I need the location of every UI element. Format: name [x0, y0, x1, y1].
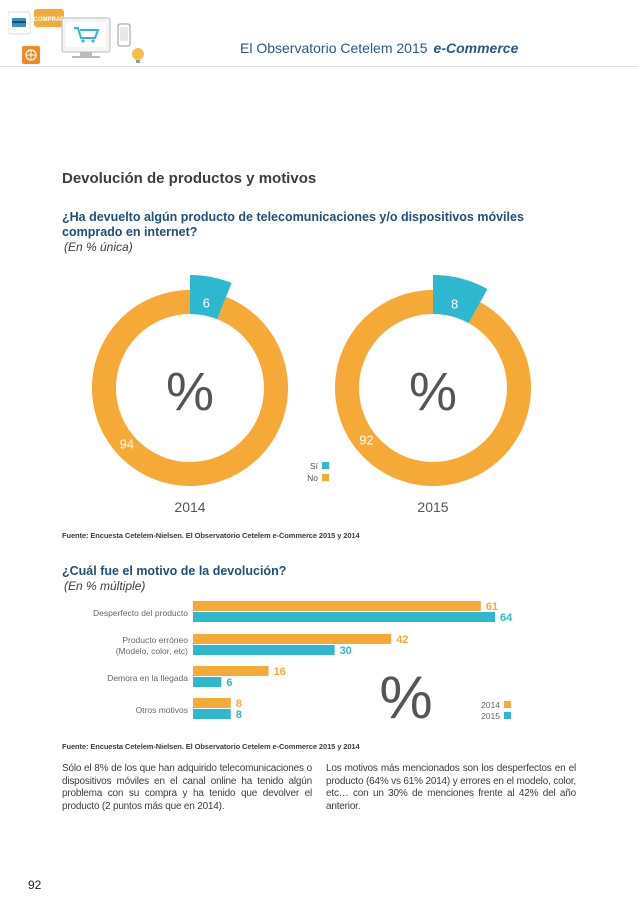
donut-2015-label-yes: 8	[451, 297, 458, 312]
source-note-1: Fuente: Encuesta Cetelem-Nielsen. El Obs…	[62, 531, 360, 540]
donut-charts: 6 94% 2014 8 92% 2015 Sí No	[92, 275, 531, 515]
legend-swatch-yes	[322, 462, 329, 469]
header-divider	[0, 66, 638, 67]
legend-label-yes: Sí	[310, 461, 319, 471]
header-title: El Observatorio Cetelem 2015 e-Commerce	[240, 40, 540, 56]
bar-legend-swatch-2015	[504, 712, 511, 719]
donut-2014-label-yes: 6	[203, 296, 210, 311]
section-title: Devolución de productos y motivos	[62, 170, 317, 187]
bar-value-2015-2: 6	[226, 677, 232, 689]
donut-2014-slice-yes	[190, 275, 232, 320]
donut-2015-year-label: 2015	[417, 499, 448, 515]
bar-2014-0	[193, 601, 481, 611]
donut-2014-label-no: 94	[120, 436, 134, 451]
donut-2014-year-label: 2014	[174, 499, 205, 515]
bar-legend-label-2015: 2015	[481, 711, 500, 721]
header-main-title: El Observatorio Cetelem 2015	[240, 40, 428, 56]
body-text-left: Sólo el 8% de los que han adquirido tele…	[62, 763, 312, 812]
bar-2014-1	[193, 634, 392, 644]
source-note-2: Fuente: Encuesta Cetelem-Nielsen. El Obs…	[62, 742, 360, 751]
bar-2015-2	[193, 677, 222, 687]
question-1-note: (En % única)	[64, 240, 133, 254]
bar-category-label-3: Otros motivos	[136, 705, 188, 715]
bar-value-2015-3: 8	[236, 709, 242, 721]
bar-value-2015-1: 30	[340, 645, 352, 657]
donut-2015-center-label: %	[409, 362, 457, 422]
bar-2014-3	[193, 698, 231, 708]
bar-value-2014-3: 8	[236, 698, 242, 710]
donut-2015-slice-yes	[433, 275, 488, 324]
cart-icon	[74, 27, 100, 39]
bar-category-label-2: Demora en la llegada	[107, 673, 188, 683]
bar-value-2014-1: 42	[396, 634, 408, 646]
legend-label-no: No	[307, 473, 318, 483]
bar-value-2014-2: 16	[274, 666, 286, 678]
bar-2015-3	[193, 709, 231, 719]
page-number: 92	[28, 878, 42, 892]
bar-legend-label-2014: 2014	[481, 700, 500, 710]
bar-category-label-1: (Modelo, color, etc)	[116, 646, 188, 656]
legend-swatch-no	[322, 474, 329, 481]
header-illustration: COMPRAR	[8, 9, 144, 64]
bar-2015-1	[193, 645, 335, 655]
question-1: ¿Ha devuelto algún producto de telecomun…	[62, 210, 524, 239]
buy-button-icon	[34, 9, 64, 27]
bar-category-label-1: Producto erróneo	[122, 635, 188, 645]
donut-2014-center-label: %	[166, 362, 214, 422]
header-subtitle: e-Commerce	[433, 40, 519, 56]
bar-center-label: %	[379, 664, 432, 731]
bar-2015-0	[193, 612, 495, 622]
bar-category-label-0: Desperfecto del producto	[93, 608, 188, 618]
bar-2014-2	[193, 666, 269, 676]
buy-button-label: COMPRAR	[34, 17, 66, 23]
donut-2015-label-no: 92	[359, 432, 373, 447]
body-text-right: Los motivos más mencionados son los desp…	[326, 763, 576, 812]
bar-value-2015-0: 64	[500, 612, 513, 624]
bar-value-2014-0: 61	[486, 601, 498, 613]
question-2-note: (En % múltiple)	[64, 579, 146, 593]
lightbulb-icon	[132, 48, 144, 60]
question-2: ¿Cuál fue el motivo de la devolución?	[62, 564, 287, 578]
bar-legend-swatch-2014	[504, 701, 511, 708]
